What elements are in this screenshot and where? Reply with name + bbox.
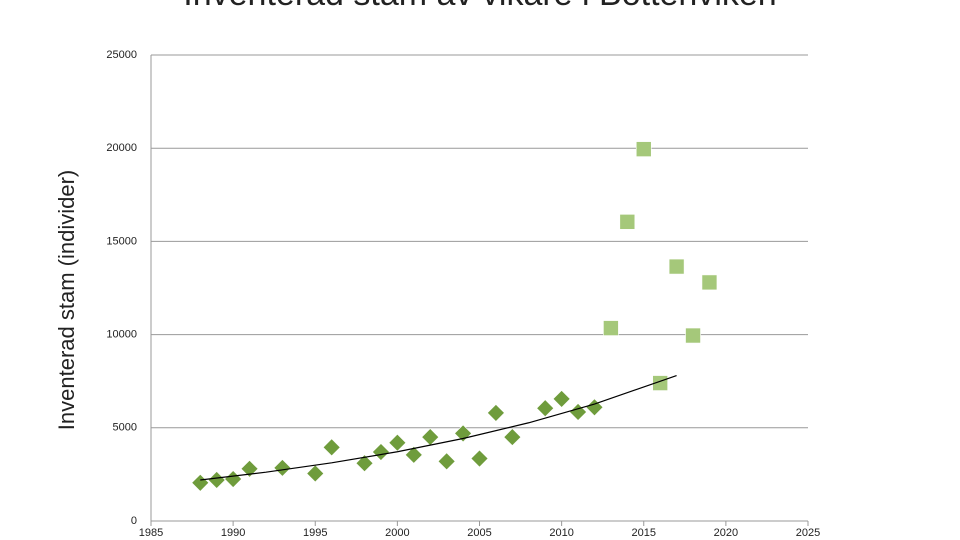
x-tick-label: 1990 — [221, 527, 245, 539]
y-axis-label: Inventerad stam (individer) — [54, 170, 79, 430]
diamond-marker — [306, 464, 325, 483]
square-marker — [668, 258, 685, 275]
diamond-marker — [191, 473, 210, 492]
x-tick-label: 2025 — [796, 527, 820, 539]
x-tick-label: 2015 — [632, 527, 656, 539]
y-tick-label: 0 — [131, 515, 137, 527]
diamond-marker — [569, 403, 587, 421]
trendline — [200, 375, 677, 481]
x-tick-label: 1995 — [303, 527, 327, 539]
diamond-marker — [372, 443, 390, 461]
x-tick-label: 2010 — [549, 527, 573, 539]
square-marker — [652, 375, 668, 391]
y-tick-label: 10000 — [106, 329, 137, 341]
y-tick-label: 25000 — [106, 49, 137, 61]
y-tick-label: 15000 — [106, 235, 137, 247]
x-tick-label: 1985 — [139, 527, 163, 539]
chart-title: Inventerad stam av vikare i Bottenviken — [183, 0, 776, 13]
square-marker — [603, 320, 619, 336]
y-tick-label: 20000 — [106, 142, 137, 154]
x-tick-label: 2020 — [714, 527, 738, 539]
y-tick-label: 5000 — [113, 422, 137, 434]
diamond-marker — [207, 471, 226, 489]
diamond-marker — [224, 470, 243, 488]
square-marker — [635, 141, 652, 157]
diamond-marker — [322, 438, 341, 457]
diamond-marker — [421, 428, 440, 447]
diamond-marker — [404, 445, 423, 464]
diamond-marker — [437, 452, 456, 471]
x-tick-label: 2000 — [385, 527, 409, 539]
diamond-marker — [536, 399, 555, 418]
square-marker — [701, 274, 718, 291]
diamond-marker — [552, 389, 571, 408]
square-marker — [685, 327, 701, 344]
diamond-marker — [273, 458, 292, 477]
x-tick-label: 2005 — [467, 527, 491, 539]
diamond-marker — [487, 403, 505, 422]
square-marker — [619, 214, 636, 230]
diamond-marker — [355, 454, 374, 473]
diamond-marker — [503, 428, 522, 447]
diamond-marker — [470, 449, 489, 468]
diamond-marker — [388, 433, 407, 452]
